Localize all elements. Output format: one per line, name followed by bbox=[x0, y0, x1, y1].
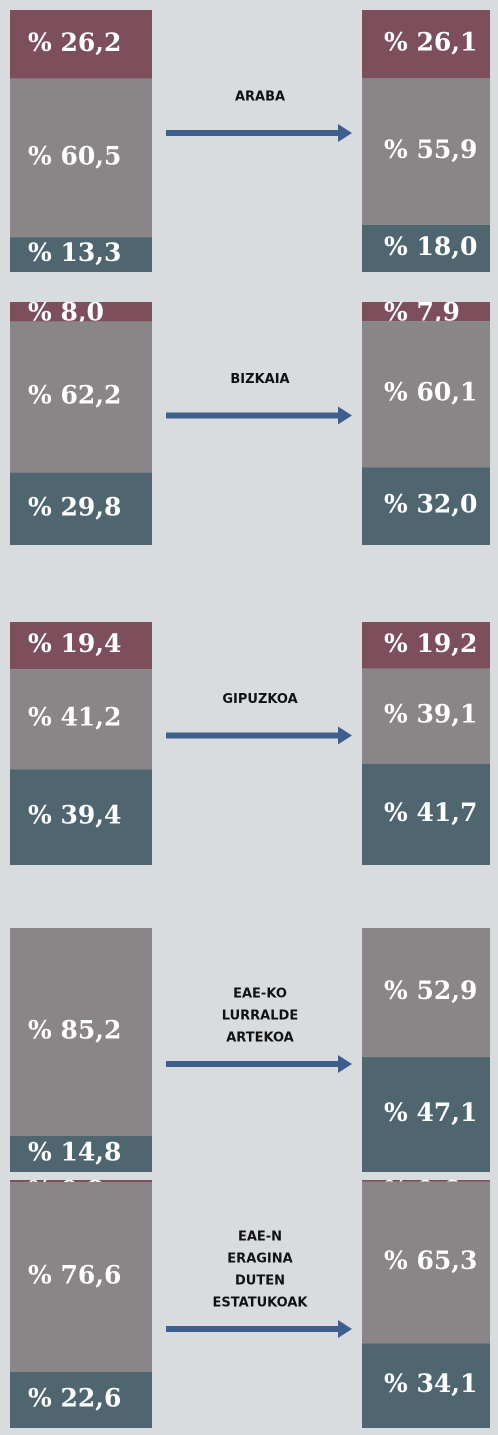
value-label: % 41,7 bbox=[384, 798, 477, 827]
bar-segment bbox=[10, 1180, 152, 1182]
bar-segment bbox=[362, 1180, 490, 1182]
bar-segment bbox=[10, 769, 152, 865]
bar-segment bbox=[362, 224, 490, 272]
bar-segment bbox=[10, 1181, 152, 1372]
bar-segment bbox=[10, 622, 152, 670]
group-name: ESTATUKOAK bbox=[213, 1296, 309, 1311]
arrow-head bbox=[338, 1055, 352, 1073]
value-label: % 76,6 bbox=[28, 1260, 121, 1289]
value-label: % 26,1 bbox=[384, 28, 477, 57]
bar-segment bbox=[362, 321, 490, 468]
value-label: % 22,6 bbox=[28, 1383, 121, 1412]
bar-segment bbox=[362, 1343, 490, 1428]
bar-segment bbox=[362, 622, 490, 669]
value-label: % 85,2 bbox=[28, 1015, 121, 1044]
arrow-head bbox=[338, 1320, 352, 1338]
value-label: % 65,3 bbox=[384, 1246, 477, 1275]
bar-segment bbox=[362, 78, 490, 225]
value-label: % 62,2 bbox=[28, 381, 121, 410]
value-label: % 19,4 bbox=[28, 629, 121, 658]
bar-segment bbox=[10, 472, 152, 545]
value-label: % 29,8 bbox=[28, 492, 121, 521]
value-label: % 13,3 bbox=[28, 238, 121, 267]
bar-segment bbox=[362, 1181, 490, 1344]
group-name: LURRALDE bbox=[222, 1009, 298, 1024]
group-name: BIZKAIA bbox=[230, 372, 289, 387]
bar-segment bbox=[10, 78, 152, 238]
bar-segment bbox=[10, 10, 152, 79]
group-name: GIPUZKOA bbox=[222, 692, 297, 707]
arrow-head bbox=[338, 406, 352, 425]
bar-segment bbox=[10, 321, 152, 473]
value-label: % 60,1 bbox=[384, 378, 477, 407]
value-label: % 55,9 bbox=[384, 135, 477, 164]
bar-segment bbox=[362, 1057, 490, 1172]
value-label: % 14,8 bbox=[28, 1137, 121, 1166]
value-label: % 60,5 bbox=[28, 141, 121, 170]
group-name: ARTEKOA bbox=[226, 1031, 294, 1046]
group-name: EAE-N bbox=[238, 1230, 282, 1245]
group-name: EAE-KO bbox=[233, 987, 287, 1002]
value-label: % 41,2 bbox=[28, 703, 121, 732]
value-label: % 19,2 bbox=[384, 629, 477, 658]
arrow-head bbox=[338, 726, 352, 745]
bar-segment bbox=[362, 467, 490, 545]
group-name: ARABA bbox=[235, 90, 285, 105]
group-name: ERAGINA bbox=[227, 1252, 292, 1267]
value-label: % 39,4 bbox=[28, 801, 121, 830]
bar-segment bbox=[362, 302, 490, 322]
arrow-head bbox=[338, 124, 352, 142]
bar-segment bbox=[362, 928, 490, 1058]
value-label: % 18,0 bbox=[384, 232, 477, 261]
value-label: % 39,1 bbox=[384, 700, 477, 729]
bar-segment bbox=[362, 668, 490, 764]
value-label: % 52,9 bbox=[384, 976, 477, 1005]
bar-segment bbox=[10, 1371, 152, 1428]
value-label: % 34,1 bbox=[384, 1369, 477, 1398]
bar-segment bbox=[10, 669, 152, 770]
bar-segment bbox=[10, 928, 152, 1136]
bar-segment bbox=[10, 302, 152, 322]
bar-segment bbox=[362, 763, 490, 865]
bar-segment bbox=[10, 1135, 152, 1172]
bar-segment bbox=[10, 237, 152, 272]
value-label: % 26,2 bbox=[28, 28, 121, 57]
group-name: DUTEN bbox=[235, 1274, 285, 1289]
bar-segment bbox=[362, 10, 490, 79]
value-label: % 32,0 bbox=[384, 490, 477, 519]
value-label: % 47,1 bbox=[384, 1098, 477, 1127]
